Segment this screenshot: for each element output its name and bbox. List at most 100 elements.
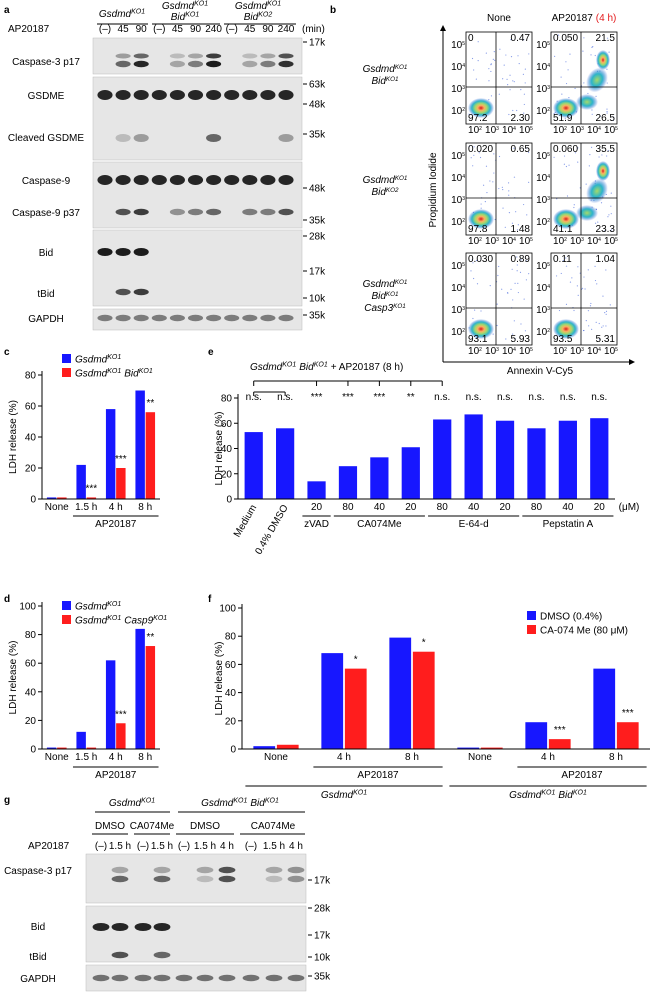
significance-label: n.s. bbox=[497, 392, 513, 403]
text-part: 2 bbox=[564, 347, 567, 353]
flow-dot bbox=[470, 270, 472, 272]
flow-tick-label: 104 bbox=[587, 125, 601, 136]
flow-dot bbox=[594, 222, 597, 224]
flow-dot bbox=[477, 59, 479, 62]
flow-dot bbox=[512, 333, 514, 335]
text-part: KO1 bbox=[395, 279, 408, 286]
text-part: 10 bbox=[570, 125, 582, 136]
row-label: Bid bbox=[31, 922, 45, 933]
text-part: 3 bbox=[462, 306, 465, 312]
text-part: 2 bbox=[479, 237, 482, 243]
blot-band bbox=[133, 288, 149, 296]
flow-dot bbox=[610, 229, 613, 231]
text-part: 10 bbox=[536, 327, 548, 338]
blot-band bbox=[242, 175, 258, 185]
blot-band bbox=[133, 175, 149, 185]
legend-swatch bbox=[62, 601, 71, 610]
flow-tick-label: 103 bbox=[451, 195, 465, 206]
text-part: 10 bbox=[451, 261, 463, 272]
chart-title: GsdmdKO1 BidKO1 + AP20187 (8 h) bbox=[250, 362, 403, 374]
text-part: Bid bbox=[124, 369, 139, 380]
flow-dot bbox=[582, 50, 584, 52]
flow-dot bbox=[509, 89, 511, 91]
flow-dot bbox=[489, 285, 491, 287]
flow-dot bbox=[493, 172, 495, 174]
flow-dot bbox=[485, 52, 487, 54]
quadrant-value: 0.050 bbox=[553, 33, 578, 44]
flow-tick-label: 104 bbox=[451, 283, 465, 294]
flow-dot bbox=[523, 103, 525, 106]
flow-dot bbox=[599, 115, 601, 117]
flow-dot bbox=[516, 109, 518, 112]
flow-dot bbox=[501, 186, 503, 188]
flow-tick-label: 104 bbox=[502, 346, 516, 357]
text-part: KO1 bbox=[265, 798, 279, 805]
text-part: 3 bbox=[581, 126, 584, 132]
row-label: GAPDH bbox=[20, 974, 56, 985]
flow-dot bbox=[479, 156, 482, 159]
y-tick-label: 20 bbox=[225, 716, 237, 727]
genotype: GsdmdKO1 bbox=[162, 1, 208, 13]
flow-dot bbox=[512, 299, 514, 301]
quadrant-value: 0.020 bbox=[468, 144, 493, 155]
flow-dot bbox=[589, 305, 592, 307]
significance-label: ** bbox=[146, 398, 154, 409]
text-part: 5 bbox=[462, 41, 465, 47]
text-part: KO1 bbox=[107, 354, 121, 361]
flow-dot bbox=[561, 93, 563, 95]
flow-dot bbox=[480, 257, 482, 260]
flow-tick-label: 105 bbox=[519, 346, 533, 357]
x-tick-label: 8 h bbox=[138, 502, 152, 513]
flow-dot bbox=[513, 320, 515, 322]
quadrant-value: 35.5 bbox=[596, 144, 616, 155]
marker-label: 35k bbox=[314, 972, 331, 983]
column-title: AP20187 (4 h) bbox=[552, 13, 617, 24]
blot-band bbox=[92, 923, 110, 931]
text-part: KO1 bbox=[141, 798, 155, 805]
blot-band bbox=[133, 134, 149, 142]
text-part: Gsdmd bbox=[75, 369, 108, 380]
text-part: 2 bbox=[564, 237, 567, 243]
text-part: 10 bbox=[587, 346, 599, 357]
flow-dot bbox=[612, 119, 614, 122]
blot-band bbox=[133, 90, 149, 100]
quadrant-value: 93.5 bbox=[553, 334, 573, 345]
flow-dot bbox=[596, 283, 598, 285]
flow-dot bbox=[590, 302, 592, 305]
flow-dot bbox=[609, 304, 611, 306]
text-part: 5 bbox=[530, 237, 533, 243]
text-part: 10 bbox=[519, 236, 531, 247]
flow-dot bbox=[494, 218, 496, 221]
flow-dot bbox=[473, 69, 475, 71]
text-part: 10 bbox=[519, 346, 531, 357]
flow-dot bbox=[525, 279, 527, 281]
marker-label: 63k bbox=[309, 80, 326, 91]
marker-label: 17k bbox=[314, 876, 331, 887]
bar bbox=[525, 722, 548, 749]
text-part: 5 bbox=[547, 152, 550, 158]
flow-tick-label: 103 bbox=[451, 84, 465, 95]
flow-dot bbox=[556, 198, 558, 200]
text-part: 3 bbox=[581, 347, 584, 353]
flow-dot bbox=[577, 294, 579, 296]
flow-dot bbox=[574, 152, 577, 154]
text-part: 4 bbox=[462, 174, 465, 180]
flow-dot bbox=[562, 259, 564, 262]
marker-label: 35k bbox=[309, 311, 326, 322]
blot-band bbox=[97, 90, 113, 100]
text-part: KO1 bbox=[185, 12, 199, 19]
bar bbox=[105, 660, 116, 749]
text-part: Bid bbox=[558, 790, 573, 801]
blot-band bbox=[111, 923, 129, 931]
treatment-label: AP20187 bbox=[8, 24, 50, 35]
flow-dot bbox=[499, 48, 501, 50]
x-tick-label: 80 bbox=[531, 502, 543, 513]
flow-dot bbox=[606, 37, 609, 39]
flow-dot bbox=[524, 330, 527, 332]
text-part: 4 bbox=[462, 284, 465, 290]
y-axis-label: LDH release (%) bbox=[8, 400, 19, 474]
bar bbox=[321, 653, 344, 749]
blot-strip bbox=[92, 76, 303, 161]
flow-dot bbox=[601, 326, 603, 328]
significance-label: n.s. bbox=[277, 392, 293, 403]
